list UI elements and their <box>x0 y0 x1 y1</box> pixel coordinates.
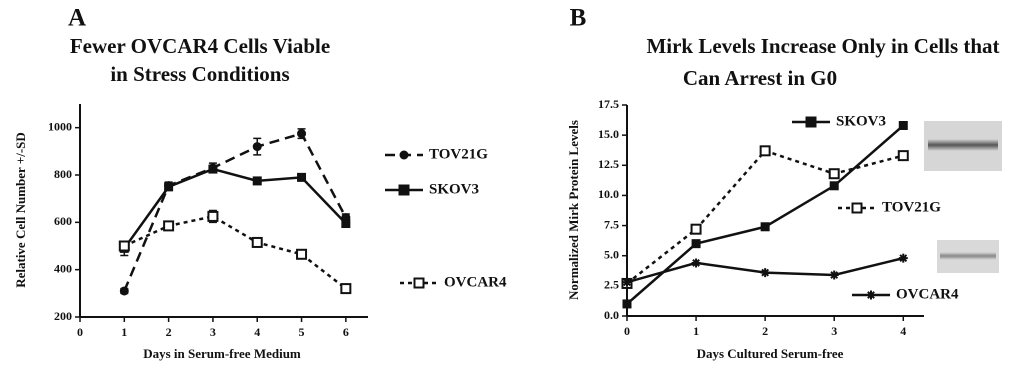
data-point <box>828 168 840 180</box>
y-tick-label: 600 <box>54 214 72 228</box>
x-tick-label: 2 <box>166 325 172 339</box>
x-axis-label: Days in Serum-free Medium <box>143 346 301 361</box>
data-point <box>296 248 308 260</box>
legend-marker <box>866 290 876 300</box>
y-axis-label: Relative Cell Number +/-SD <box>13 132 28 288</box>
legend-label: OVCAR4 <box>444 274 507 290</box>
y-tick-label: 7.5 <box>604 217 619 231</box>
x-tick-label: 3 <box>831 324 837 338</box>
data-point <box>691 239 701 249</box>
y-tick-label: 0.0 <box>604 308 619 322</box>
y-tick-label: 400 <box>54 261 72 275</box>
data-point <box>118 240 130 252</box>
data-point <box>829 181 839 191</box>
x-tick-label: 0 <box>624 324 630 338</box>
x-tick-label: 4 <box>900 324 906 338</box>
data-point <box>829 270 839 280</box>
chart-title: Can Arrest in G0 <box>683 66 837 90</box>
data-point <box>207 210 219 222</box>
y-tick-label: 12.5 <box>598 157 619 171</box>
blot-band <box>928 139 998 151</box>
data-point <box>251 236 263 248</box>
y-tick-label: 10.0 <box>598 187 619 201</box>
data-point <box>297 172 307 182</box>
legend-marker <box>413 277 425 289</box>
x-tick-label: 2 <box>762 324 768 338</box>
x-tick-label: 1 <box>121 325 127 339</box>
blot-band <box>940 252 996 260</box>
panel-letter: A <box>68 5 86 32</box>
x-tick-label: 5 <box>299 325 305 339</box>
y-tick-label: 15.0 <box>598 127 619 141</box>
data-point <box>297 129 307 139</box>
data-point <box>164 182 174 192</box>
panel-letter: B <box>570 5 587 32</box>
legend-marker <box>398 184 410 196</box>
data-point <box>760 222 770 232</box>
x-tick-label: 1 <box>693 324 699 338</box>
data-point <box>252 142 262 152</box>
series-line <box>626 149 904 285</box>
data-point <box>898 253 908 263</box>
series-line <box>123 167 347 250</box>
y-tick-label: 1000 <box>48 119 72 133</box>
data-point <box>622 277 632 287</box>
x-tick-label: 4 <box>254 325 260 339</box>
legend-label: TOV21G <box>882 199 941 215</box>
data-point <box>340 283 352 295</box>
chart-title: Fewer OVCAR4 Cells Viable <box>70 34 330 58</box>
legend-marker <box>399 150 409 160</box>
legend-label: SKOV3 <box>836 113 886 129</box>
y-tick-label: 17.5 <box>598 97 619 111</box>
data-point <box>622 299 632 309</box>
data-point <box>759 145 771 157</box>
x-tick-label: 0 <box>77 325 83 339</box>
legend-label: OVCAR4 <box>896 286 959 302</box>
data-point <box>208 164 218 174</box>
data-point <box>691 258 701 268</box>
data-point <box>163 220 175 232</box>
chart-title: Mirk Levels Increase Only in Cells that <box>646 34 999 58</box>
data-point <box>119 286 129 296</box>
data-point <box>897 150 909 162</box>
x-tick-label: 6 <box>343 325 349 339</box>
legend-label: SKOV3 <box>429 181 479 197</box>
data-point <box>690 223 702 235</box>
data-point <box>252 176 262 186</box>
data-point <box>341 219 351 229</box>
legend-marker <box>851 202 863 214</box>
y-tick-label: 2.5 <box>604 278 619 292</box>
data-point <box>760 268 770 278</box>
series-line <box>123 132 347 292</box>
legend-label: TOV21G <box>429 146 488 162</box>
data-point <box>898 120 908 130</box>
y-axis-label: Normalized Mirk Protein Levels <box>566 120 581 300</box>
y-tick-label: 200 <box>54 309 72 323</box>
y-tick-label: 5.0 <box>604 247 619 261</box>
y-tick-label: 800 <box>54 167 72 181</box>
x-axis-label: Days Cultured Serum-free <box>697 346 844 361</box>
series-line <box>123 215 347 290</box>
legend-marker <box>805 116 817 128</box>
x-tick-label: 3 <box>210 325 216 339</box>
chart-title: in Stress Conditions <box>110 62 289 86</box>
